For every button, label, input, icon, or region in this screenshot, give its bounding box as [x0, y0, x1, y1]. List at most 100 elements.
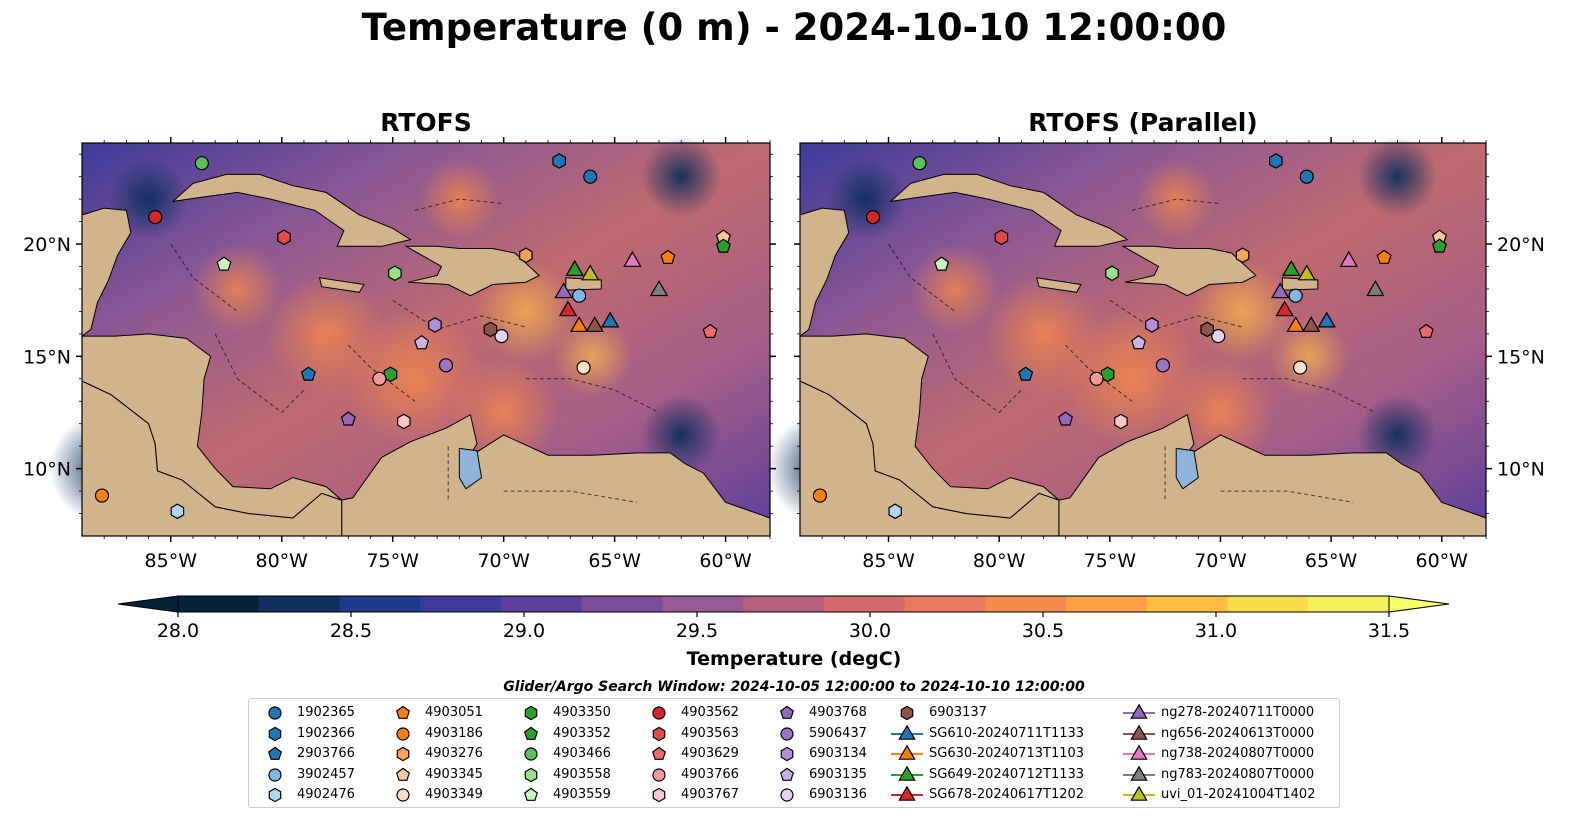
colorbar-segment	[743, 596, 825, 612]
obs-1902365	[1299, 169, 1314, 184]
legend-symbol-ng738-20240807T0000	[1130, 744, 1148, 760]
obs-uvi_01-20241004T1402	[1297, 264, 1316, 281]
legend-symbol-SG678-20240617T1202	[898, 785, 916, 801]
obs-2903766	[300, 366, 316, 381]
obs-4903559	[934, 256, 950, 271]
legend-marker	[523, 726, 539, 740]
obs-4903559	[216, 256, 232, 271]
colorbar-tick-label: 31.0	[1195, 620, 1237, 642]
figure-title: Temperature (0 m) - 2024-10-10 12:00:00	[361, 6, 1227, 49]
obs-4902476	[888, 503, 902, 520]
sst-anomaly	[641, 136, 722, 217]
colorbar-segment	[258, 596, 340, 612]
obs-SG630-20240713T1103	[1286, 316, 1305, 332]
obs-5906437	[1155, 358, 1171, 373]
obs-ng656-20240613T0000	[1301, 316, 1321, 332]
lon-tick-label: 70°W	[1194, 550, 1247, 572]
obs-6903137	[483, 321, 498, 338]
legend-label: 4903276	[425, 746, 483, 761]
obs-4903562	[148, 210, 163, 225]
sst-anomaly	[1268, 316, 1349, 397]
land-cuba	[889, 173, 1129, 247]
map-panel-rtofs: 85°W 80°W 75°W 70°W 65°W 60°W 20°N 15°N 10°N	[23, 136, 776, 572]
legend-marker	[268, 726, 282, 741]
isobath-line	[932, 333, 1022, 414]
legend-symbol-4903352	[523, 726, 539, 740]
isobath-line	[347, 344, 416, 402]
legend-symbol-4903186	[396, 726, 410, 741]
colorbar-segment	[1308, 596, 1390, 612]
legend-marker	[779, 767, 795, 781]
legend-symbol-4903768	[779, 705, 795, 719]
isobath-line	[1131, 198, 1221, 211]
obs-4903768	[340, 411, 356, 426]
land-jamaica	[318, 277, 365, 293]
colorbar-segment	[1146, 596, 1229, 612]
legend-label: 4903352	[553, 725, 611, 741]
obs-SG649-20240712T1133	[565, 259, 584, 276]
legend-symbol-4903562	[652, 706, 666, 720]
legend-symbol-1902366	[268, 726, 282, 741]
legend-marker	[652, 787, 666, 803]
legend-marker	[891, 765, 923, 781]
obs-4903466	[912, 156, 927, 171]
legend-marker	[891, 785, 923, 801]
obs-4903558	[388, 265, 402, 282]
legend-label: 4903558	[553, 766, 611, 782]
legend-symbol-4903559	[523, 787, 539, 801]
land-southam	[1058, 413, 1487, 537]
obs-4903629	[1418, 323, 1434, 338]
lon-tick-label: 65°W	[1305, 550, 1358, 572]
legend-marker	[396, 788, 410, 802]
colorbar-segment	[581, 596, 663, 612]
obs-4903768	[1057, 411, 1074, 426]
legend-symbol-4903350	[524, 705, 538, 721]
legend-symbol-6903137	[900, 705, 914, 721]
legend-symbol-4903563	[652, 726, 666, 741]
lon-tick-label: 70°W	[477, 550, 530, 572]
obs-4903563	[994, 229, 1009, 246]
legend-label: 6903135	[809, 766, 867, 782]
legend-label: 6903136	[809, 787, 867, 802]
isobath-line	[1109, 299, 1243, 330]
obs-4903276	[519, 247, 533, 264]
legend-symbol-ng783-20240807T0000	[1130, 765, 1148, 781]
lon-tick-label: 85°W	[145, 550, 198, 572]
land-southam	[341, 413, 771, 537]
legend-marker	[523, 787, 539, 801]
legend-symbol-1902365	[268, 706, 282, 720]
obs-SG610-20240711T1133	[600, 311, 620, 328]
obs-ng656-20240613T0000	[585, 316, 604, 332]
land-jamaica	[1036, 277, 1082, 293]
obs-ng738-20240807T0000	[1339, 250, 1359, 267]
sst-anomaly	[192, 243, 283, 334]
legend-symbol-5906437	[780, 726, 794, 741]
obs-4903466	[194, 156, 209, 171]
colorbar-label: Temperature (degC)	[686, 648, 902, 670]
isobath-line	[888, 243, 956, 312]
sst-anomaly	[552, 316, 633, 397]
legend-label: 4903767	[681, 787, 739, 802]
legend-marker	[780, 788, 794, 802]
legend-symbol-6903136	[780, 788, 794, 802]
obs-4903766	[372, 371, 387, 386]
obs-4903051	[660, 249, 676, 264]
legend-symbol-4903349	[396, 788, 410, 802]
legend-symbol-4903629	[651, 746, 667, 760]
legend-marker	[395, 705, 411, 719]
legend-label: 3902457	[297, 766, 355, 782]
legend-symbol-ng656-20240613T0000	[1130, 724, 1148, 740]
land-hispaniola	[1121, 245, 1257, 297]
legend-label: ng738-20240807T0000	[1161, 746, 1315, 761]
lake-maracaibo	[458, 447, 483, 490]
legend-label: SG678-20240617T1202	[929, 787, 1085, 802]
legend-symbol-4903466	[524, 747, 538, 761]
legend-marker	[395, 767, 411, 781]
legend-marker	[891, 724, 923, 740]
legend-marker	[652, 767, 666, 782]
legend-label: 4903345	[425, 766, 483, 782]
legend-label: 2903766	[297, 746, 355, 761]
legend-marker	[891, 744, 923, 760]
legend-symbol-4903276	[396, 746, 410, 762]
obs-ng278-20240711T0000	[1270, 282, 1290, 299]
